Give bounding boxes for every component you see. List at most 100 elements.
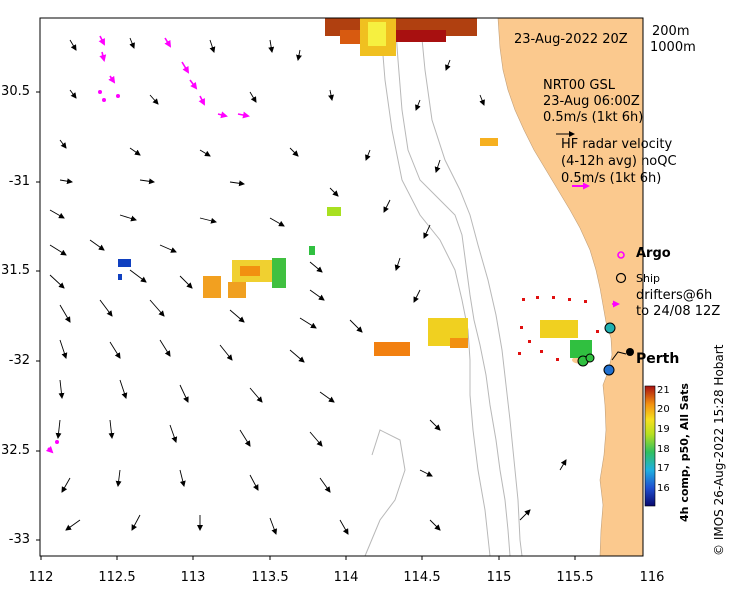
depth-contour-200m: [394, 17, 511, 557]
sst-patch-south-a: [374, 342, 410, 356]
sst-patch-green-a: [327, 207, 341, 216]
vector: [349, 319, 363, 333]
depth-contour-1000m: [379, 17, 491, 557]
land-mass: [497, 17, 644, 557]
model-vectors: [49, 37, 567, 535]
vector: [89, 239, 105, 251]
drifter-marker: [540, 350, 543, 353]
colorbar-tick: 20: [657, 404, 670, 415]
credit-text: © IMOS 26-Aug-2022 15:28 Hobart: [712, 344, 726, 556]
y-tick-label: -33: [8, 532, 30, 547]
vector: [296, 49, 302, 61]
colorbar: [644, 385, 656, 507]
vector: [209, 39, 216, 53]
x-tick-label: 115: [486, 570, 512, 585]
sst-patch-coast-b: [570, 340, 592, 358]
drifter-marker: [536, 296, 539, 299]
vector: [149, 299, 165, 317]
vector: [131, 514, 141, 531]
station-marker-teal: [604, 322, 616, 334]
sst-patches: [118, 18, 592, 358]
vector: [419, 469, 433, 477]
radar-legend-subtitle: (4-12h avg) noQC: [561, 154, 677, 169]
model-legend-scale: 0.5m/s (1kt 6h): [543, 110, 644, 125]
vector: [49, 209, 65, 219]
vector: [109, 341, 121, 359]
radar-vector: [99, 51, 107, 62]
vector: [99, 299, 113, 317]
station-marker-blue: [603, 364, 615, 376]
sst-patch-mid-d: [272, 258, 286, 288]
vector: [289, 349, 305, 363]
vector: [309, 431, 323, 447]
vector: [179, 275, 193, 289]
vector: [423, 224, 431, 239]
radar-vector: [164, 37, 172, 48]
y-tick-label: 30.5: [1, 84, 30, 99]
vector: [413, 289, 421, 303]
x-tick-label: 113: [180, 570, 206, 585]
y-tick-label: 31.5: [1, 263, 30, 278]
perth-marker: [626, 348, 634, 356]
drifter-marker: [520, 326, 523, 329]
vector: [169, 424, 178, 443]
radar-vector: [198, 95, 205, 106]
drifter-marker: [596, 330, 599, 333]
colorbar-tick: 17: [657, 463, 670, 474]
y-tick-label: -32: [8, 353, 30, 368]
argo-label: Argo: [636, 246, 671, 261]
sst-patch-mid-c: [240, 266, 260, 276]
swan-river: [611, 351, 627, 361]
vector: [519, 509, 531, 521]
vector: [339, 519, 349, 535]
sst-patch-coast: [540, 320, 578, 338]
vector: [249, 91, 257, 103]
radar-legend-title: HF radar velocity: [561, 137, 673, 152]
radar-dot: [102, 98, 106, 102]
drifters-label-2: to 24/08 12Z: [636, 304, 721, 319]
vector: [199, 217, 217, 224]
vector: [268, 39, 275, 53]
radar-vector: [108, 75, 116, 84]
vector: [139, 178, 155, 185]
vector: [219, 344, 233, 361]
vector: [429, 519, 441, 531]
drifter-marker: [556, 358, 559, 361]
perth-label: Perth: [636, 351, 680, 367]
sst-patch-south-c: [450, 338, 468, 348]
vector: [59, 139, 67, 149]
colorbar-tick: 18: [657, 444, 670, 455]
vector: [289, 147, 299, 157]
vector: [115, 469, 122, 487]
vector: [269, 517, 278, 535]
vector: [434, 159, 441, 173]
vector: [129, 37, 135, 49]
x-tick-label: 114: [333, 570, 359, 585]
vector: [479, 94, 485, 106]
vector: [129, 147, 141, 156]
radar-vector: [181, 61, 190, 74]
vector: [328, 89, 334, 101]
vector: [108, 419, 115, 439]
colorbar-tick: 21: [657, 385, 670, 396]
sst-patch-north-d: [368, 22, 386, 46]
x-tick-label: 116: [639, 570, 665, 585]
vector: [365, 149, 371, 161]
vector: [559, 459, 567, 471]
x-tick-label: 113.5: [251, 570, 289, 585]
depth-contour-loop: [364, 429, 406, 557]
radar-vector: [237, 111, 250, 119]
vector: [65, 519, 81, 531]
y-tick-label: -31: [8, 174, 30, 189]
vector: [69, 89, 77, 99]
vector: [159, 339, 171, 357]
vector: [383, 199, 391, 213]
drifter-marker: [552, 296, 555, 299]
vector: [55, 419, 62, 439]
vector: [445, 59, 451, 71]
model-legend-time: 23-Aug 06:00Z: [543, 94, 640, 109]
vector: [319, 477, 331, 493]
vector: [59, 304, 71, 323]
radar-vector: [45, 445, 54, 454]
